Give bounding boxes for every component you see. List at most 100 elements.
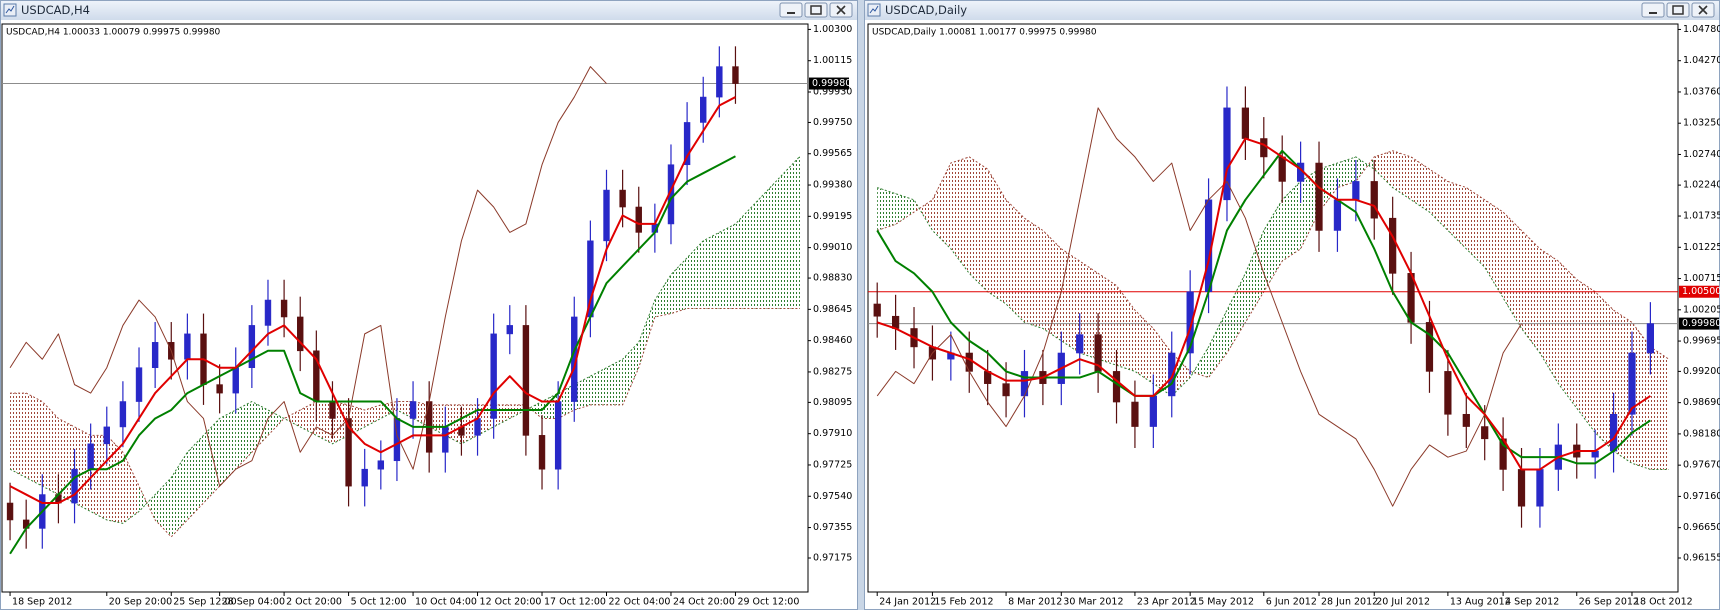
close-glyph: [836, 5, 846, 15]
cloud-segment: [1337, 156, 1356, 188]
candle-body: [1517, 469, 1526, 507]
cloud-segment: [1576, 279, 1596, 433]
cloud-segment: [461, 404, 478, 444]
cloud-segment: [1006, 199, 1025, 323]
candle-body: [297, 316, 304, 352]
cloud-segment: [574, 376, 591, 410]
candle-body: [119, 401, 127, 428]
minimize-button[interactable]: [779, 2, 803, 18]
minimize-button[interactable]: [1641, 2, 1665, 18]
candle-body: [1333, 199, 1342, 231]
indicator-line: [9, 155, 736, 555]
x-tick-label: 6 Jun 2012: [1266, 597, 1317, 608]
maximize-button[interactable]: [1666, 2, 1690, 18]
cloud-segment: [1061, 248, 1080, 354]
cloud-segment: [1153, 328, 1172, 396]
candle-body: [71, 468, 78, 504]
y-tick-label: 0.99565: [813, 148, 852, 159]
cloud-segment: [932, 163, 951, 249]
y-tick-label: 0.98645: [813, 304, 852, 315]
cloud-segment: [1319, 163, 1338, 213]
cloud-segment: [1631, 322, 1651, 470]
candle-body: [619, 189, 626, 208]
y-tick-label: 0.97910: [813, 428, 852, 439]
cloud-segment: [703, 232, 720, 309]
cloud-segment: [670, 257, 688, 314]
candle-body: [1370, 181, 1378, 219]
candle-body: [135, 367, 143, 402]
x-tick-label: 28 Sep 04:00: [222, 597, 285, 608]
y-tick-label: 0.98275: [813, 366, 852, 377]
cloud-segment: [42, 401, 59, 495]
x-tick-label: 15 May 2012: [1192, 597, 1254, 608]
candle-body: [87, 443, 94, 470]
x-tick-label: 18 Oct 2012: [1634, 597, 1693, 608]
y-tick-label: 1.00715: [1683, 273, 1720, 284]
y-tick-label: 0.97160: [1683, 491, 1720, 502]
cloud-segment: [26, 393, 43, 487]
chart-window: USDCAD,Daily USDCAD,Daily 1.00081 1.00177…: [864, 0, 1720, 610]
window-icon-graph: [5, 5, 15, 14]
y-tick-label: 0.99010: [813, 242, 852, 253]
y-tick-label: 1.01225: [1683, 242, 1720, 253]
x-tick-label: 17 Oct 12:00: [544, 597, 606, 608]
cloud-segment: [1079, 261, 1099, 360]
indicator-line: [876, 149, 1651, 465]
candle-body: [442, 426, 449, 453]
maximize-button[interactable]: [804, 2, 828, 18]
cloud-segment: [767, 173, 784, 309]
y-tick-label: 0.97725: [813, 459, 852, 470]
candle-body: [1002, 383, 1010, 397]
cloud-segment: [1300, 169, 1320, 249]
cloud-segment: [1595, 291, 1614, 452]
y-tick-label: 0.99195: [813, 211, 852, 222]
cloud-span-b: [10, 308, 800, 538]
y-tick-label: 0.98690: [1683, 397, 1720, 408]
cloud-segment: [1392, 150, 1412, 200]
candle-body: [1425, 322, 1434, 372]
cloud-segment: [1429, 169, 1448, 231]
candle-body: [1315, 162, 1323, 231]
x-tick-label: 5 Oct 12:00: [351, 597, 407, 608]
candle-body: [280, 299, 288, 318]
candle-body: [264, 299, 272, 326]
cloud-segment: [719, 223, 736, 309]
x-tick-label: 12 Oct 20:00: [480, 597, 542, 608]
x-tick-label: 4 Sep 2012: [1505, 597, 1559, 608]
price-box-label: 1.00500: [1682, 286, 1720, 297]
cloud-segment: [895, 193, 915, 225]
candle-body: [554, 401, 562, 470]
x-tick-label: 18 Sep 2012: [12, 597, 72, 608]
y-tick-label: 1.02740: [1683, 149, 1720, 160]
candle-body: [1186, 291, 1194, 354]
price-box-label: 0.99980: [1682, 318, 1720, 329]
x-tick-label: 8 Mar 2012: [1008, 597, 1062, 608]
candle-body: [506, 325, 513, 335]
cloud-segment: [171, 452, 188, 537]
cloud-segment: [1466, 187, 1485, 268]
cloud-segment: [638, 300, 655, 368]
symbol-info: USDCAD,Daily 1.00081 1.00177 0.99975 0.9…: [872, 28, 1097, 38]
cloud-segment: [1282, 181, 1301, 262]
cloud-segment: [219, 409, 236, 487]
maximize-glyph: [810, 5, 822, 15]
y-tick-label: 0.98460: [813, 335, 852, 346]
title-bar: [865, 1, 1719, 20]
candle-body: [716, 66, 723, 98]
close-glyph: [1698, 5, 1708, 15]
cloud-segment: [332, 401, 349, 444]
cloud-segment: [187, 435, 204, 520]
cloud-segment: [606, 359, 623, 405]
y-tick-label: 0.97670: [1683, 460, 1720, 471]
cloud-segment: [735, 207, 752, 309]
price-box: [1679, 285, 1719, 298]
cloud-segment: [1226, 273, 1246, 354]
cloud-segment: [396, 401, 414, 419]
cloud-segment: [950, 156, 970, 274]
candle-body: [1131, 401, 1139, 427]
cloud-segment: [90, 435, 107, 520]
cloud-segment: [203, 418, 220, 504]
y-tick-label: 1.00300: [813, 24, 852, 35]
cloud-segment: [1484, 199, 1504, 298]
cloud-segment: [300, 401, 317, 436]
